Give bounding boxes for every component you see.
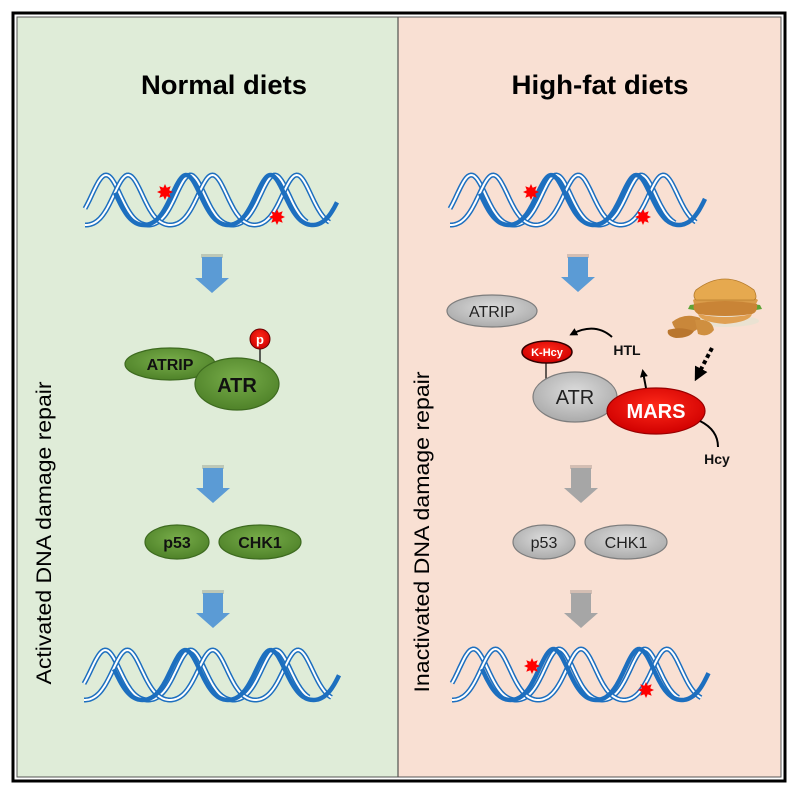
dna-damage-marker [523,184,539,200]
damaged-dna-normal [82,172,339,228]
down-arrow-icon-gray [564,593,598,628]
dna-strand-solid [111,647,342,703]
normal-diets-title: Normal diets [141,70,307,100]
atrip-label: ATRIP [147,357,194,374]
down-arrow-icon-shadow [201,254,223,258]
down-arrow-icon [196,468,230,503]
dna-strand-hollow [84,648,333,701]
phosphorylation-marker [249,328,271,350]
dna-strand-hollow [450,173,697,226]
k-hcy-modification [521,340,573,364]
dna-strand-solid [112,172,339,228]
atr-label-right: ATR [556,387,595,409]
atr-label: ATR [217,375,257,397]
atr-complex-active: ATRIP ATR p [124,328,280,411]
down-arrow-icon-gray-shadow [570,590,592,594]
atrip-label-right: ATRIP [469,304,515,321]
k-hcy-label: K-Hcy [531,347,564,359]
mars-enzyme [606,387,706,435]
p53-protein-inactive [512,524,576,560]
unrepaired-dna [449,646,711,703]
activated-repair-label: Activated DNA damage repair [33,381,56,684]
dna-damage-marker [638,682,654,698]
dna-strand-solid [477,172,708,228]
p53-protein [144,524,210,560]
hcy-link [699,420,719,448]
p53-label-right: p53 [531,535,558,552]
fried-chicken-burger-image [667,278,762,338]
outer-frame [11,11,787,783]
high-fat-diets-title: High-fat diets [512,70,689,100]
dna-strand-hollow [84,173,308,226]
dna-strand-solid [479,646,711,703]
p53-label: p53 [163,535,191,552]
htl-to-atr-arrow [569,327,613,338]
chk1-protein [218,524,302,560]
down-arrow-icon-shadow [567,254,589,258]
dna-strand-hollow [85,173,331,227]
down-arrow-icon-shadow [202,465,224,469]
chk1-label-right: CHK1 [605,535,648,552]
mars-to-htl-arrow [639,369,648,389]
down-arrow-icon-shadow [202,590,224,594]
inner-frame [16,16,782,778]
hcy-label: Hcy [704,451,730,467]
down-arrow-icon-gray-shadow [570,465,592,469]
repaired-dna [81,647,342,703]
inactivated-repair-label: Inactivated DNA damage repair [411,371,434,692]
dna-strand-hollow [452,647,702,701]
diet-induces-mars-arrow [694,347,714,382]
dna-damage-marker [269,209,285,225]
atr-protein [194,357,280,411]
atrip-protein-dissociated [446,294,538,328]
chk1-protein-inactive [584,524,668,560]
dna-damage-marker [157,184,173,200]
chk1-label: CHK1 [238,535,282,552]
damaged-dna-highfat [447,172,708,228]
down-arrow-icon [195,257,229,293]
down-arrow-icon-gray [564,468,598,503]
htl-label: HTL [613,342,641,358]
phospho-label: p [256,332,264,347]
down-arrow-icon [196,593,230,628]
dna-damage-marker [635,209,651,225]
dna-damage-marker [524,658,540,674]
down-arrow-icon [561,257,595,292]
mars-label: MARS [627,401,686,423]
